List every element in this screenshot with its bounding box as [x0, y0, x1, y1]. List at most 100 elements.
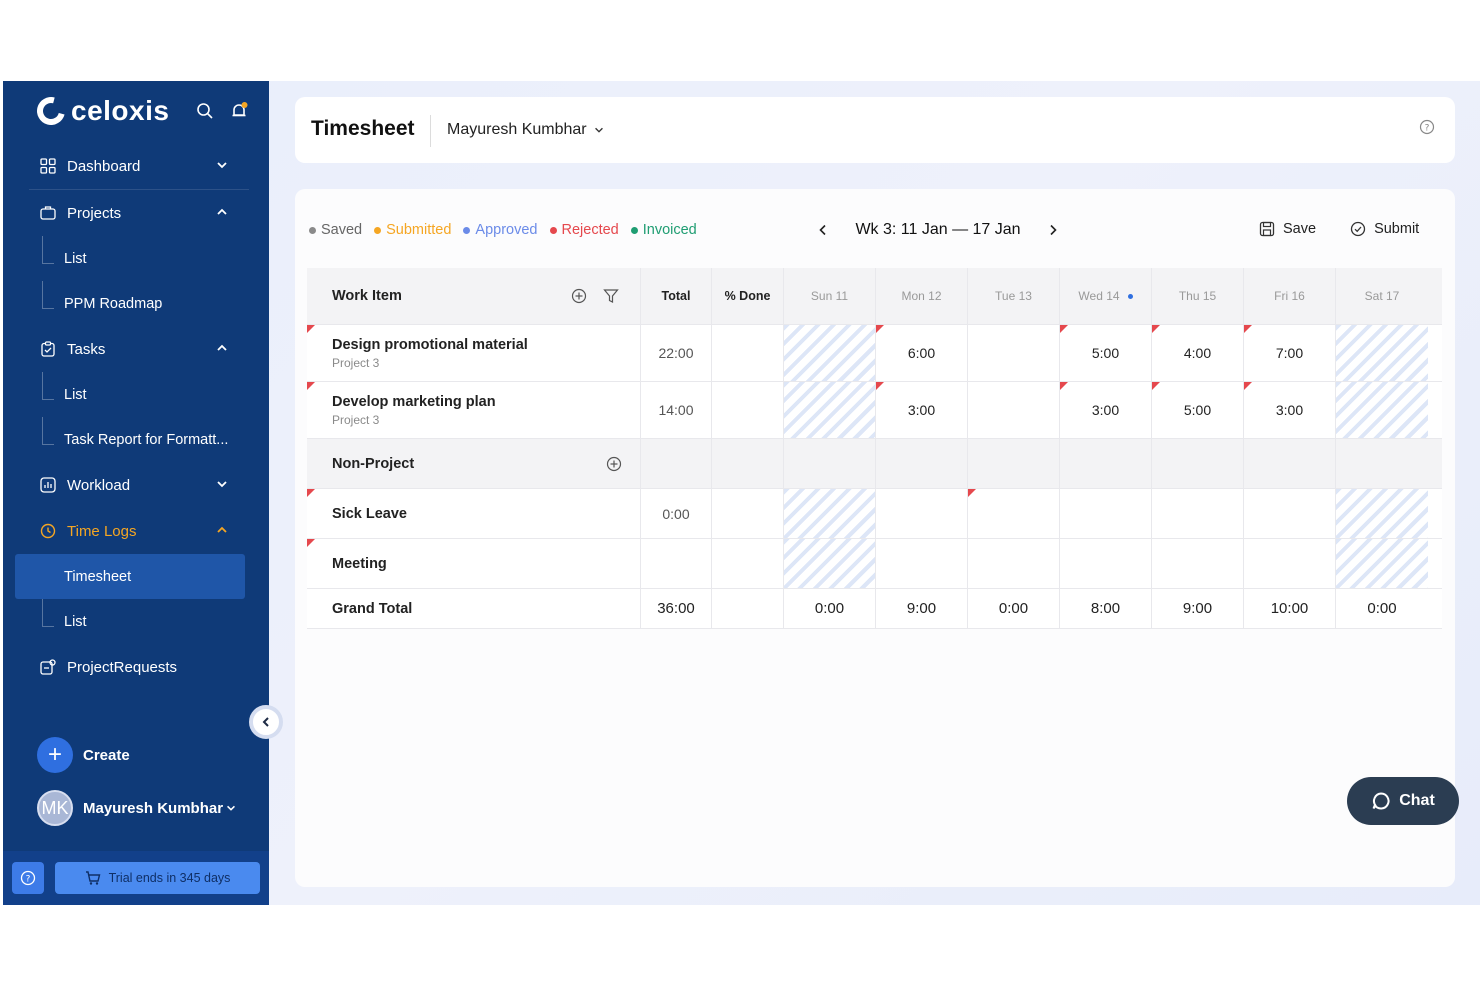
sidebar-item-project-requests[interactable]: ProjectRequests — [3, 644, 269, 690]
sidebar-item-label: List — [64, 386, 87, 403]
save-icon — [1259, 221, 1275, 237]
legend-approved: Approved — [463, 222, 538, 238]
user-menu[interactable]: MK Mayuresh Kumbhar — [37, 790, 237, 826]
day-cell[interactable]: 3:00 — [1244, 382, 1336, 438]
week-label: Wk 3: 11 Jan — 17 Jan — [855, 221, 1021, 238]
sidebar-item-tasks[interactable]: Tasks — [3, 326, 269, 372]
sidebar-item-ppm-roadmap[interactable]: PPM Roadmap — [3, 281, 269, 326]
day-cell[interactable]: 5:00 — [1060, 325, 1152, 381]
day-cell[interactable] — [876, 539, 968, 588]
legend-submitted: Submitted — [374, 222, 451, 238]
collapse-sidebar-button[interactable] — [249, 705, 283, 739]
chevron-left-icon — [819, 224, 826, 236]
submit-button[interactable]: Submit — [1350, 221, 1419, 237]
timesheet-panel: Saved Submitted Approved Rejected Invoic… — [295, 189, 1455, 887]
day-cell[interactable]: 4:00 — [1152, 325, 1244, 381]
day-cell[interactable]: 6:00 — [876, 325, 968, 381]
table-row: Design promotional material Project 3 22… — [307, 325, 1442, 382]
work-item-cell[interactable]: Meeting — [307, 539, 641, 588]
day-cell — [1336, 382, 1428, 438]
create-button[interactable]: + Create — [37, 737, 130, 773]
day-total: 8:00 — [1060, 589, 1152, 628]
day-cell — [784, 539, 876, 588]
svg-text:?: ? — [1425, 124, 1430, 134]
timesheet-grid: Work Item Total % Done Sun 11 Mon 12 Tue… — [307, 268, 1442, 629]
day-cell[interactable] — [1060, 539, 1152, 588]
day-cell — [1336, 539, 1428, 588]
trial-button[interactable]: Trial ends in 345 days — [55, 862, 260, 894]
work-item-cell[interactable]: Sick Leave — [307, 489, 641, 538]
sidebar-item-dashboard[interactable]: Dashboard — [3, 143, 269, 189]
grid-header-row: Work Item Total % Done Sun 11 Mon 12 Tue… — [307, 268, 1442, 325]
day-cell[interactable] — [1244, 539, 1336, 588]
row-done — [712, 325, 784, 381]
day-cell[interactable] — [968, 325, 1060, 381]
today-dot — [1127, 293, 1133, 299]
sidebar-item-label: Workload — [67, 476, 131, 494]
save-label: Save — [1283, 221, 1317, 237]
day-header: Fri 16 — [1244, 268, 1336, 324]
bell-icon[interactable] — [229, 101, 249, 121]
day-cell[interactable] — [968, 382, 1060, 438]
day-cell[interactable] — [1152, 539, 1244, 588]
sidebar-item-tasks-list[interactable]: List — [3, 372, 269, 417]
avatar: MK — [37, 790, 73, 826]
day-cell[interactable]: 3:00 — [876, 382, 968, 438]
day-cell[interactable] — [968, 489, 1060, 538]
sidebar-item-workload[interactable]: Workload — [3, 462, 269, 508]
day-cell[interactable]: 5:00 — [1152, 382, 1244, 438]
task-name: Develop marketing plan — [332, 393, 496, 410]
submit-label: Submit — [1374, 221, 1420, 237]
day-cell — [784, 489, 876, 538]
sidebar-item-time-logs-list[interactable]: List — [3, 599, 269, 644]
task-project: Project 3 — [332, 412, 380, 427]
sidebar-item-time-logs[interactable]: Time Logs — [3, 508, 269, 554]
legend-rejected: Rejected — [549, 222, 619, 238]
help-icon[interactable]: ? — [1419, 119, 1437, 137]
sidebar-footer: ? Trial ends in 345 days — [3, 851, 269, 905]
save-button[interactable]: Save — [1259, 221, 1316, 237]
sidebar-item-task-report[interactable]: Task Report for Formatt... — [3, 417, 269, 462]
day-total: 10:00 — [1244, 589, 1336, 628]
grand-total-label: Grand Total — [307, 589, 641, 628]
sidebar-item-projects[interactable]: Projects — [3, 190, 269, 236]
add-circle-icon[interactable] — [606, 456, 622, 472]
svg-text:?: ? — [26, 875, 31, 885]
chevron-up-icon — [215, 523, 229, 537]
celoxis-logo-icon — [31, 91, 71, 131]
app-frame: celoxis Dashboard Projects List PP — [3, 81, 1480, 905]
sidebar-item-projects-list[interactable]: List — [3, 236, 269, 281]
day-cell[interactable] — [1060, 489, 1152, 538]
page-title: Timesheet — [311, 117, 415, 140]
next-week-button[interactable] — [1045, 222, 1061, 238]
brand-logo[interactable]: celoxis — [31, 91, 169, 131]
help-icon[interactable]: ? — [12, 862, 44, 894]
add-circle-icon[interactable] — [571, 288, 587, 304]
chevron-right-icon — [1050, 224, 1057, 236]
sidebar-item-label: Task Report for Formatt... — [64, 431, 229, 448]
day-cell[interactable] — [1152, 489, 1244, 538]
day-total: 9:00 — [1152, 589, 1244, 628]
chart-icon — [39, 476, 57, 494]
day-cell[interactable]: 7:00 — [1244, 325, 1336, 381]
sidebar-item-label: List — [64, 613, 87, 630]
day-cell[interactable] — [1244, 489, 1336, 538]
work-item-cell[interactable]: Design promotional material Project 3 — [307, 325, 641, 381]
chevron-down-icon — [594, 127, 603, 133]
sidebar-item-timesheet[interactable]: Timesheet — [15, 554, 245, 599]
create-label: Create — [83, 746, 130, 764]
day-cell[interactable] — [968, 539, 1060, 588]
legend-saved: Saved — [309, 222, 362, 238]
day-cell[interactable] — [876, 489, 968, 538]
search-icon[interactable] — [195, 101, 215, 121]
user-select[interactable]: Mayuresh Kumbhar — [447, 121, 605, 139]
day-total: 9:00 — [876, 589, 968, 628]
filter-icon[interactable] — [603, 288, 619, 304]
legend-invoiced: Invoiced — [630, 222, 697, 238]
chevron-down-icon — [215, 477, 229, 491]
work-item-cell[interactable]: Develop marketing plan Project 3 — [307, 382, 641, 438]
day-cell[interactable]: 3:00 — [1060, 382, 1152, 438]
prev-week-button[interactable] — [815, 222, 831, 238]
chat-button[interactable]: Chat — [1347, 777, 1459, 825]
clipboard-icon — [39, 340, 57, 358]
